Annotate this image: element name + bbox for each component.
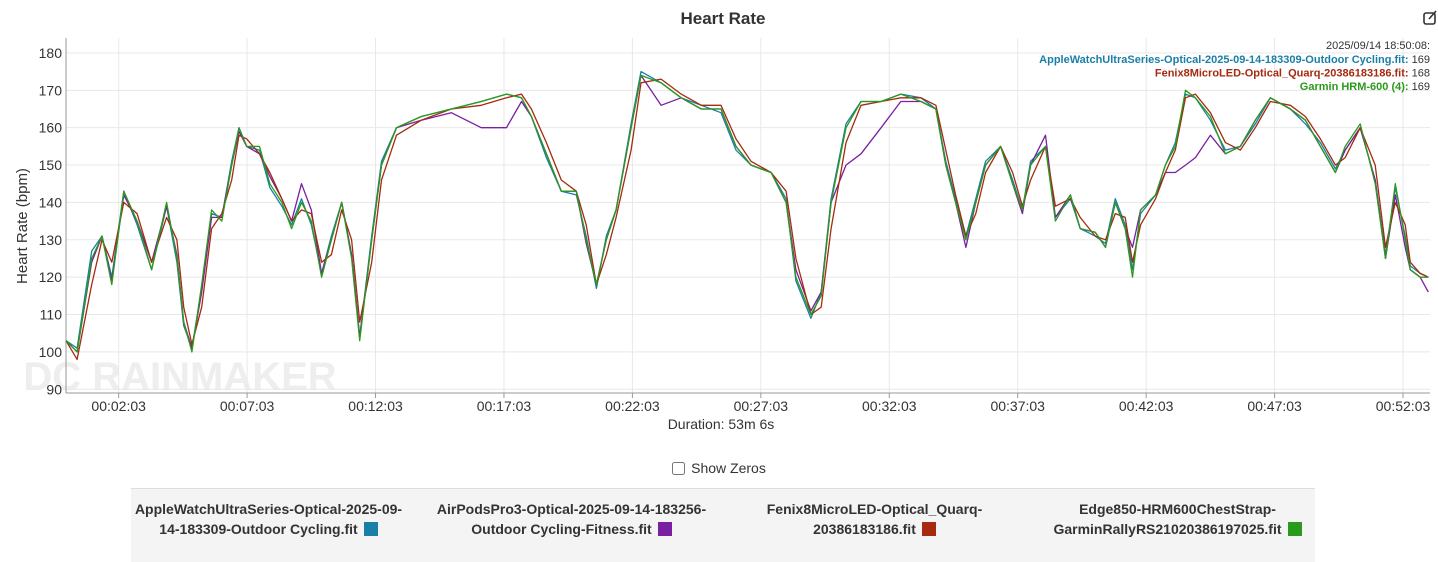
x-tick-label: 00:42:03 (1119, 398, 1174, 414)
tooltip-value: 168 (1412, 68, 1430, 80)
legend-item[interactable]: Edge850-HRM600ChestStrap-GarminRallyRS21… (1040, 499, 1315, 562)
tooltip-label: AppleWatchUltraSeries-Optical-2025-09-14… (1039, 54, 1408, 66)
legend-item[interactable]: Fenix8MicroLED-Optical_Quarq-20386183186… (737, 499, 1012, 562)
y-tick-label: 110 (40, 307, 63, 323)
tooltip-value: 169 (1412, 81, 1430, 93)
chart-title: Heart Rate (680, 9, 765, 28)
y-tick-label: 100 (39, 344, 63, 360)
y-tick-label: 170 (39, 82, 63, 98)
y-tick-label: 160 (39, 120, 63, 136)
legend-item[interactable]: AppleWatchUltraSeries-Optical-2025-09-14… (131, 499, 406, 562)
legend-item[interactable]: AirPodsPro3-Optical-2025-09-14-183256-Ou… (434, 499, 709, 562)
legend-swatch (1287, 522, 1302, 536)
legend-label: Fenix8MicroLED-Optical_Quarq-20386183186… (766, 501, 983, 537)
tooltip-time: 2025/09/14 18:50:08: (1326, 40, 1430, 52)
y-tick-label: 180 (39, 45, 63, 61)
x-axis-label: Duration: 53m 6s (668, 416, 775, 432)
grid: 90 100 110 120 130 140 150 160 170 180 00:02:03 00:… (39, 38, 1431, 414)
x-tick-label: 00:37:03 (990, 398, 1045, 414)
x-tick-label: 00:02:03 (91, 398, 146, 414)
legend-swatch (657, 522, 672, 536)
y-tick-label: 140 (39, 194, 63, 210)
watermark: DC RAINMAKER (23, 355, 336, 399)
y-tick-label: 130 (39, 232, 63, 248)
series-line (65, 74, 1429, 353)
x-tick-label: 00:52:03 (1376, 398, 1431, 414)
legend: AppleWatchUltraSeries-Optical-2025-09-14… (131, 488, 1315, 562)
series-line (65, 74, 1429, 353)
edit-icon[interactable] (1423, 10, 1437, 25)
y-axis-label: Heart Rate (bpm) (14, 168, 31, 284)
tooltip: 2025/09/14 18:50:08: AppleWatchUltraSerie… (1039, 40, 1430, 93)
x-tick-label: 00:12:03 (348, 398, 403, 414)
x-tick-label: 00:47:03 (1247, 398, 1302, 414)
tooltip-row: Fenix8MicroLED-Optical_Quarq-20386183186… (1155, 68, 1430, 80)
x-tick-label: 00:07:03 (220, 398, 275, 414)
tooltip-row: Garmin HRM-600 (4): 169 (1300, 81, 1430, 93)
x-tick-label: 00:17:03 (477, 398, 532, 414)
legend-swatch (363, 522, 378, 536)
show-zeros[interactable]: Show Zeros (0, 460, 1438, 476)
legend-label: AppleWatchUltraSeries-Optical-2025-09-14… (134, 501, 403, 537)
tooltip-row: AppleWatchUltraSeries-Optical-2025-09-14… (1039, 54, 1430, 66)
legend-swatch (921, 522, 936, 536)
lines (65, 70, 1429, 361)
checkbox[interactable] (672, 462, 686, 475)
x-tick-label: 00:32:03 (862, 398, 917, 414)
series-line (65, 70, 1429, 349)
legend-label: Edge850-HRM600ChestStrap-GarminRallyRS21… (1053, 501, 1282, 537)
legend-label: AirPodsPro3-Optical-2025-09-14-183256-Ou… (436, 501, 707, 537)
x-tick-label: 00:27:03 (734, 398, 789, 414)
y-tick-label: 90 (46, 381, 62, 397)
tooltip-value: 169 (1412, 54, 1430, 66)
chart: Heart Rate DC RAINMAKER Heart Rate (bpm)… (14, 9, 1437, 432)
y-tick-label: 150 (39, 157, 63, 173)
x-tick-label: 00:22:03 (605, 398, 660, 414)
show-zeros-label: Show Zeros (691, 460, 766, 476)
tooltip-label: Fenix8MicroLED-Optical_Quarq-20386183186… (1155, 68, 1409, 80)
tooltip-label: Garmin HRM-600 (4): (1300, 81, 1409, 93)
series-line (65, 78, 1429, 361)
y-tick-label: 120 (39, 269, 63, 285)
